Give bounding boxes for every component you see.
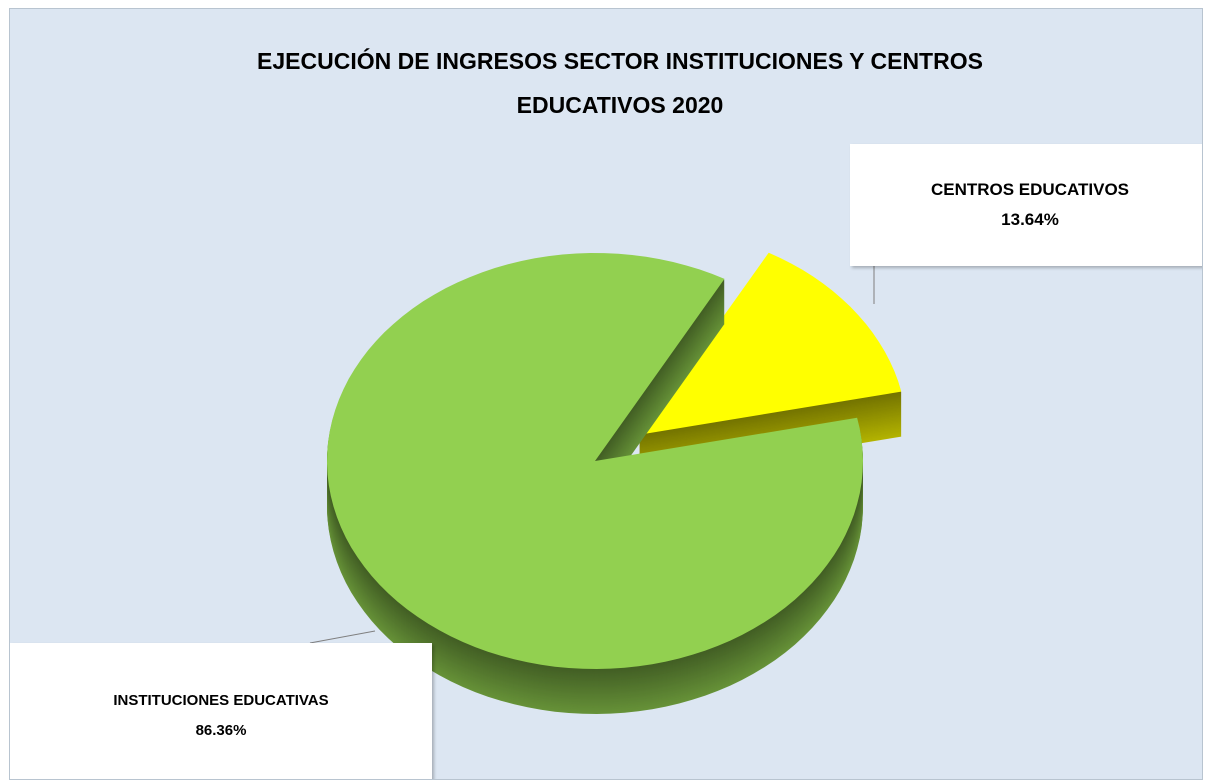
data-label: INSTITUCIONES EDUCATIVAS 86.36%: [10, 643, 432, 779]
chart: EJECUCIÓN DE INGRESOS SECTOR INSTITUCION…: [9, 8, 1203, 780]
label-value: 86.36%: [195, 721, 247, 739]
label-name: CENTROS EDUCATIVOS: [930, 180, 1130, 199]
label-value: 13.64%: [1001, 210, 1059, 229]
pie-area: [309, 252, 902, 714]
leader-line: [309, 630, 376, 644]
data-label: CENTROS EDUCATIVOS 13.64%: [850, 144, 1202, 266]
chart-title: EJECUCIÓN DE INGRESOS SECTOR INSTITUCION…: [257, 48, 983, 118]
pie-slice: [639, 252, 902, 435]
pie-slice: [327, 253, 863, 669]
label-name: INSTITUCIONES EDUCATIVAS: [113, 691, 329, 709]
